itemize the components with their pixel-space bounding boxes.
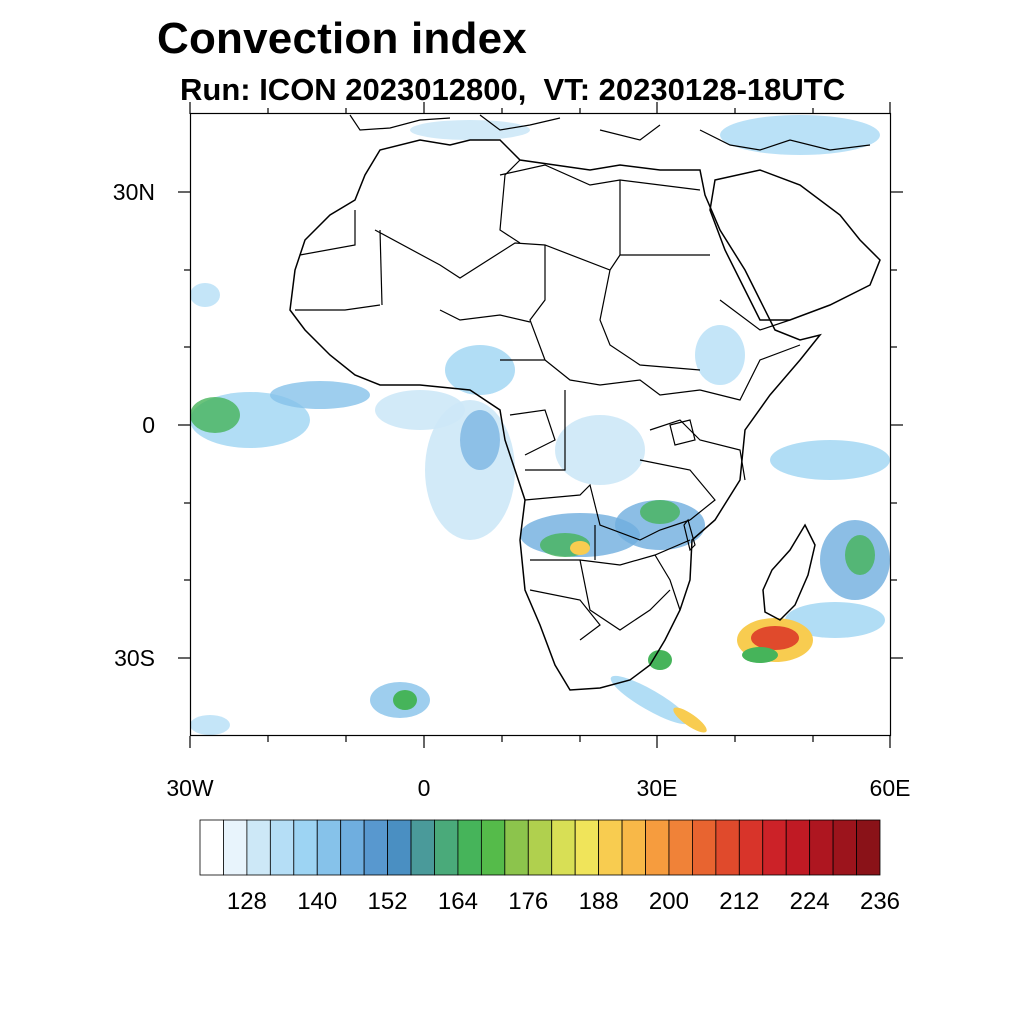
axis-ticks [178,102,903,748]
colorbar-box [692,819,717,876]
europe-coastline [349,114,871,151]
colorbar-box [738,819,764,876]
colorbar-box [856,819,881,876]
colorbar-label: 140 [297,888,338,915]
chart-title: Convection index [157,14,527,63]
colorbar [199,819,881,876]
colorbar-box [832,819,857,876]
lon-label-0: 0 [417,775,431,801]
lon-label-30e: 30E [636,775,678,801]
chart-subtitle: Run: ICON 2023012800, VT: 20230128-18UTC [180,72,846,107]
colorbar-box [434,819,459,876]
colorbar-box [598,819,623,876]
colorbar-box [199,819,224,876]
colorbar-box [621,819,646,876]
colorbar-box [645,819,670,876]
colorbar-box [363,819,388,876]
colorbar-label: 200 [648,888,689,915]
colorbar-label: 212 [719,888,760,915]
colorbar-box [223,819,248,876]
colorbar-box [762,819,787,876]
convection-field [190,115,890,735]
colorbar-label: 128 [226,888,267,915]
lon-label-60e: 60E [869,775,911,801]
colorbar-box [340,819,365,876]
colorbar-box [387,819,412,876]
colorbar-label: 188 [578,888,619,915]
lat-label-0: 0 [142,412,155,438]
colorbar-label: 152 [367,888,408,915]
colorbar-box [504,819,529,876]
colorbar-box [715,819,740,876]
lake-malawi [683,518,696,552]
colorbar-box [480,819,506,876]
africa-coastline [289,139,822,691]
colorbar-box [246,819,271,876]
country-borders [295,159,801,641]
colorbar-box [574,819,600,876]
lat-label-30s: 30S [114,645,155,671]
lat-label-30n: 30N [112,179,155,205]
colorbar-box [269,819,295,876]
colorbar-label: 164 [437,888,478,915]
colorbar-box [293,819,318,876]
colorbar-box [316,819,342,876]
arabia-coastline [709,169,881,321]
colorbar-label: 224 [789,888,830,915]
colorbar-label: 176 [508,888,549,915]
colorbar-box [668,819,693,876]
colorbar-box [527,819,553,876]
lon-label-30w: 30W [166,775,214,801]
colorbar-box [457,819,482,876]
colorbar-box [809,819,834,876]
plot-frame [189,112,892,737]
colorbar-box [551,819,576,876]
colorbar-box [410,819,435,876]
madagascar-coastline [762,523,816,621]
colorbar-box [785,819,811,876]
lake-victoria [669,419,696,446]
colorbar-label: 236 [859,888,901,915]
